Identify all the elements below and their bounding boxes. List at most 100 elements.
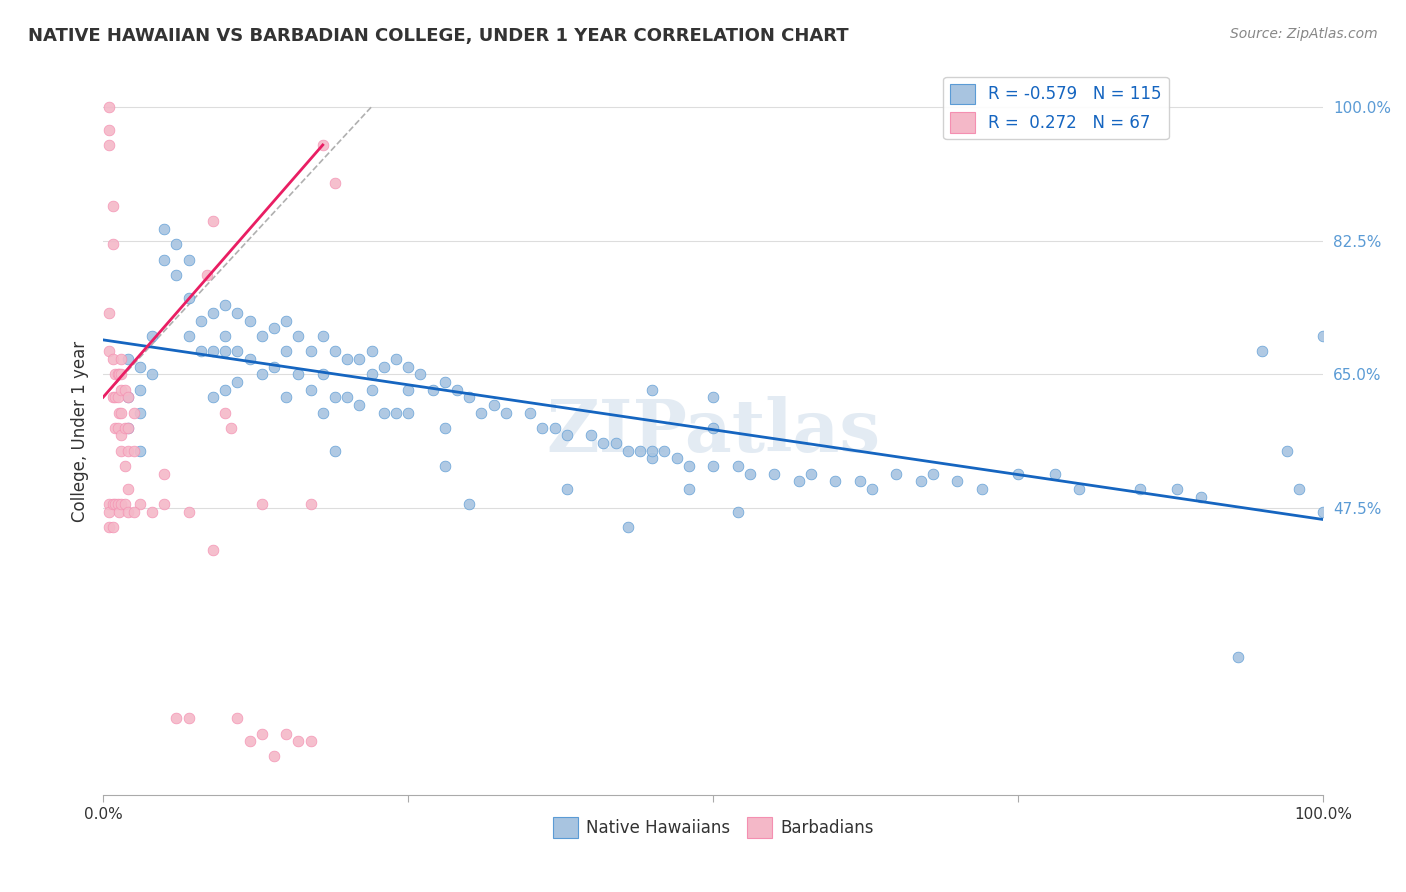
Point — [910, 475, 932, 489]
Point — [98, 520, 121, 534]
Legend: Native Hawaiians, Barbadians: Native Hawaiians, Barbadians — [546, 811, 880, 845]
Point — [385, 405, 408, 419]
Point — [110, 368, 132, 382]
Point — [114, 421, 136, 435]
Point — [519, 405, 541, 419]
Point — [98, 497, 121, 511]
Point — [153, 222, 176, 236]
Point — [287, 368, 309, 382]
Point — [165, 268, 187, 282]
Point — [250, 497, 273, 511]
Point — [373, 405, 395, 419]
Point — [110, 497, 132, 511]
Point — [110, 428, 132, 442]
Point — [787, 475, 810, 489]
Point — [800, 467, 823, 481]
Point — [323, 390, 346, 404]
Point — [433, 458, 456, 473]
Point — [458, 497, 481, 511]
Point — [128, 497, 150, 511]
Point — [543, 421, 565, 435]
Point — [299, 383, 322, 397]
Point — [323, 344, 346, 359]
Point — [128, 443, 150, 458]
Point — [214, 405, 236, 419]
Point — [214, 383, 236, 397]
Point — [201, 344, 224, 359]
Point — [153, 497, 176, 511]
Point — [276, 390, 298, 404]
Point — [579, 428, 602, 442]
Point — [446, 383, 468, 397]
Point — [101, 199, 124, 213]
Point — [101, 520, 124, 534]
Point — [323, 443, 346, 458]
Point — [617, 520, 640, 534]
Point — [336, 390, 359, 404]
Point — [101, 351, 124, 366]
Point — [108, 368, 131, 382]
Point — [110, 443, 132, 458]
Point — [299, 734, 322, 748]
Point — [263, 749, 285, 764]
Point — [641, 443, 664, 458]
Point — [153, 252, 176, 267]
Point — [238, 351, 260, 366]
Point — [226, 344, 249, 359]
Point — [702, 390, 724, 404]
Point — [702, 421, 724, 435]
Point — [110, 351, 132, 366]
Point — [360, 368, 382, 382]
Point — [117, 443, 139, 458]
Point — [107, 368, 129, 382]
Point — [122, 505, 145, 519]
Point — [921, 467, 943, 481]
Point — [349, 351, 371, 366]
Point — [1129, 482, 1152, 496]
Point — [276, 726, 298, 740]
Point — [101, 390, 124, 404]
Point — [1043, 467, 1066, 481]
Point — [946, 475, 969, 489]
Point — [114, 458, 136, 473]
Point — [250, 329, 273, 343]
Point — [177, 711, 200, 725]
Point — [665, 451, 688, 466]
Point — [226, 375, 249, 389]
Point — [617, 443, 640, 458]
Point — [117, 482, 139, 496]
Point — [104, 390, 127, 404]
Point — [122, 443, 145, 458]
Point — [190, 314, 212, 328]
Point — [970, 482, 993, 496]
Point — [238, 734, 260, 748]
Point — [884, 467, 907, 481]
Point — [177, 329, 200, 343]
Point — [727, 458, 749, 473]
Point — [396, 405, 419, 419]
Point — [141, 505, 163, 519]
Point — [641, 383, 664, 397]
Point — [114, 383, 136, 397]
Point — [122, 405, 145, 419]
Point — [1166, 482, 1188, 496]
Point — [276, 314, 298, 328]
Point — [110, 383, 132, 397]
Point — [263, 359, 285, 374]
Point — [824, 475, 846, 489]
Point — [287, 734, 309, 748]
Point — [349, 398, 371, 412]
Point — [201, 214, 224, 228]
Point — [495, 405, 517, 419]
Point — [287, 329, 309, 343]
Point — [153, 467, 176, 481]
Point — [312, 368, 335, 382]
Point — [1226, 650, 1249, 665]
Point — [98, 100, 121, 114]
Point — [592, 436, 614, 450]
Point — [433, 375, 456, 389]
Point — [190, 344, 212, 359]
Point — [104, 421, 127, 435]
Point — [1189, 490, 1212, 504]
Point — [1251, 344, 1274, 359]
